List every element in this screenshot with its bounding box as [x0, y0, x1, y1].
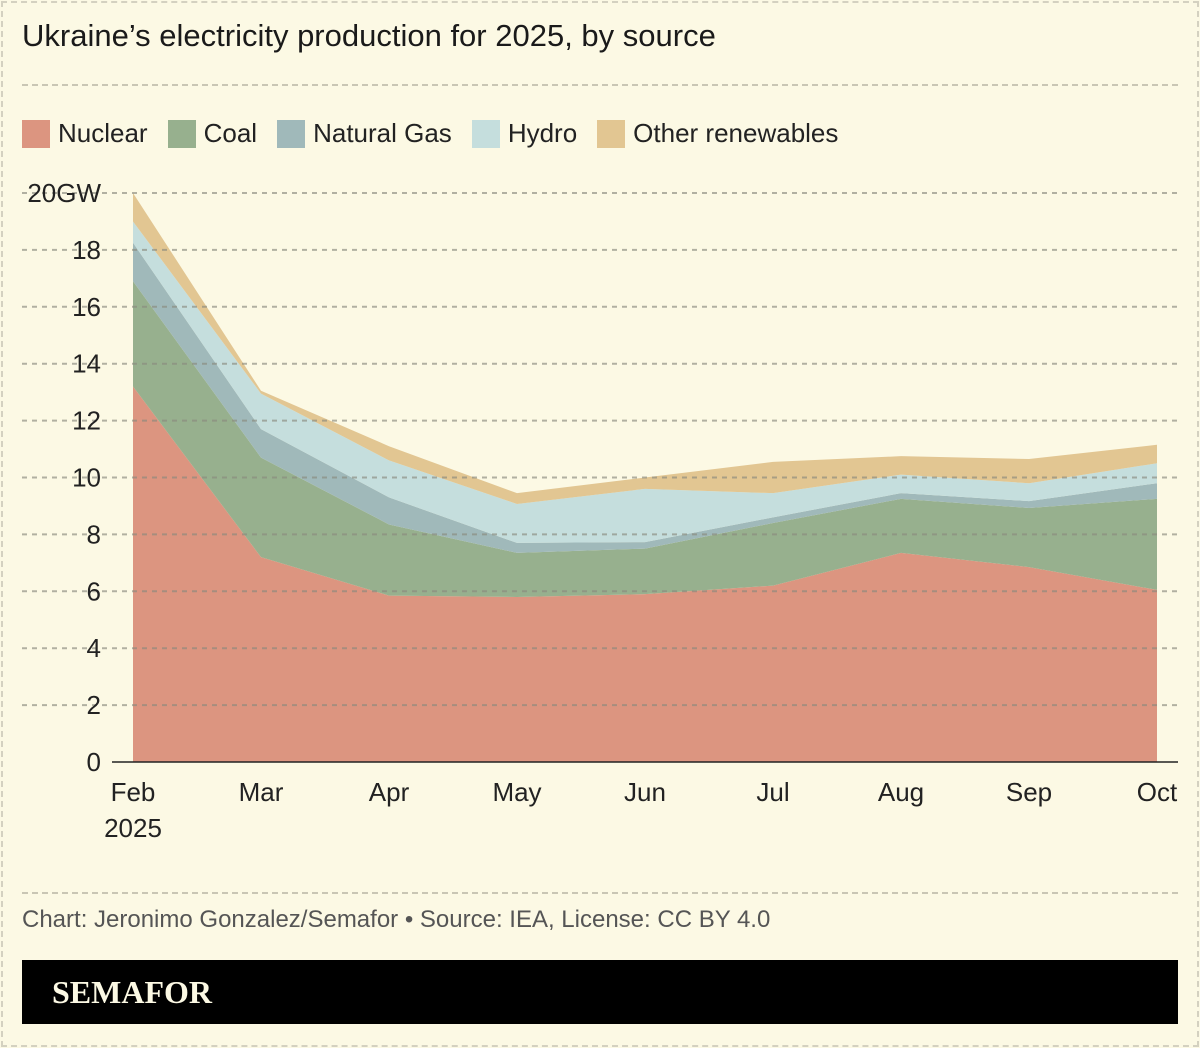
legend-label: Nuclear — [58, 118, 148, 148]
x-year-label: 2025 — [104, 813, 162, 843]
legend-swatch — [597, 119, 626, 148]
divider — [22, 892, 1178, 894]
y-tick-label: 12 — [72, 406, 101, 436]
x-tick-label: Mar — [239, 777, 284, 807]
chart-area: 0 2 4 6 8 10 12 14 16 18 20GW Feb Mar Apr May Jun Jul Aug… — [22, 178, 1178, 843]
legend-item: Coal — [167, 118, 258, 149]
x-tick-label: Oct — [1137, 777, 1178, 807]
legend-label: Other renewables — [633, 118, 839, 148]
semafor-logo: SEMAFOR — [52, 974, 212, 1010]
x-tick-label: Feb — [111, 777, 156, 807]
y-tick-label: 10 — [72, 463, 101, 493]
area-hydro — [133, 221, 1157, 543]
x-tick-label: Apr — [369, 777, 410, 807]
legend-label: Natural Gas — [313, 118, 452, 148]
y-tick-label: 14 — [72, 349, 101, 379]
y-tick-label: 6 — [87, 576, 101, 606]
legend-item: Other renewables — [597, 118, 838, 149]
legend-item: Natural Gas — [277, 118, 452, 149]
divider — [22, 84, 1178, 86]
y-tick-label: 4 — [87, 633, 101, 663]
y-tick-label: 8 — [87, 519, 101, 549]
chart-title: Ukraine’s electricity production for 202… — [22, 18, 716, 53]
legend-swatch — [22, 119, 50, 148]
area-coal — [133, 281, 1157, 597]
legend-swatch — [471, 119, 500, 148]
x-tick-label: May — [492, 777, 541, 807]
area-nuclear — [133, 386, 1157, 762]
x-tick-label: Jul — [756, 777, 789, 807]
source-note: Chart: Jeronimo Gonzalez/Semafor • Sourc… — [22, 906, 771, 933]
x-tick-label: Sep — [1006, 777, 1052, 807]
y-tick-label: 2 — [87, 690, 101, 720]
y-tick-label: 16 — [72, 292, 101, 322]
y-tick-label: 20GW — [27, 178, 101, 208]
area-other-renewables — [133, 193, 1157, 504]
x-tick-label: Jun — [624, 777, 666, 807]
legend-swatch — [277, 119, 306, 148]
legend-item: Hydro — [471, 118, 578, 149]
y-tick-label: 0 — [87, 747, 101, 777]
legend-label: Hydro — [507, 118, 578, 148]
legend-label: Coal — [203, 118, 258, 148]
legend-item: Nuclear — [22, 118, 148, 149]
brand-bar: SEMAFOR — [22, 960, 1178, 1024]
x-tick-label: Aug — [878, 777, 924, 807]
legend: Nuclear Coal Natural Gas Hydro Other renewab… — [22, 118, 838, 149]
y-tick-label: 18 — [72, 235, 101, 265]
legend-swatch — [167, 119, 196, 148]
